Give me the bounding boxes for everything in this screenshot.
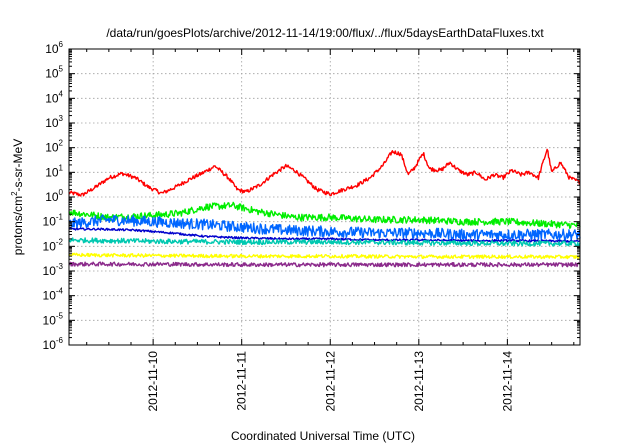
y-tick-label: 103 [45, 114, 63, 130]
series-group [68, 148, 581, 268]
x-tick-labels: 2012-11-10 2012-11-11 2012-11-12 2012-11-13… [146, 351, 514, 412]
y-tick-label: 104 [45, 89, 63, 105]
x-tick-label: 2012-11-12 [323, 351, 337, 412]
grid-lines [69, 49, 580, 345]
x-axis-label: Coordinated Universal Time (UTC) [231, 429, 415, 443]
y-tick-label: 10-1 [43, 213, 64, 229]
y-axis-label-part1: protons/cm [11, 196, 25, 255]
series-line [68, 214, 581, 241]
chart-title: /data/run/goesPlots/archive/2012-11-14/1… [106, 26, 544, 40]
y-tick-label: 106 [45, 40, 63, 56]
y-tick-label: 102 [45, 139, 63, 155]
tick-marks [69, 48, 580, 346]
series-line [68, 261, 581, 268]
y-tick-label: 100 [45, 188, 63, 204]
y-axis-label-superscript: 2 [10, 191, 19, 196]
y-tick-label: 10-4 [43, 287, 64, 303]
y-tick-label: 10-2 [43, 237, 64, 253]
x-tick-label: 2012-11-13 [412, 351, 426, 412]
y-axis-label: protons/cm2-s-sr-MeV [10, 139, 25, 255]
x-tick-label: 2012-11-10 [146, 351, 160, 412]
y-tick-label: 10-3 [43, 262, 64, 278]
y-tick-label: 10-5 [43, 311, 64, 327]
y-tick-labels: 10-6 10-5 10-4 10-3 10-2 10-1 100 101 102 103 104 1… [43, 40, 64, 352]
series-line [69, 201, 581, 229]
y-axis-label-part2: -s-sr-MeV [11, 139, 25, 192]
x-tick-label: 2012-11-14 [500, 351, 514, 412]
y-tick-label: 10-6 [43, 336, 64, 352]
x-tick-label: 2012-11-11 [235, 351, 249, 411]
series-line [68, 237, 581, 247]
series-line [68, 252, 581, 260]
y-tick-label: 101 [45, 163, 63, 179]
series-line [68, 227, 581, 243]
y-tick-label: 105 [45, 65, 63, 81]
series-line [68, 148, 581, 197]
